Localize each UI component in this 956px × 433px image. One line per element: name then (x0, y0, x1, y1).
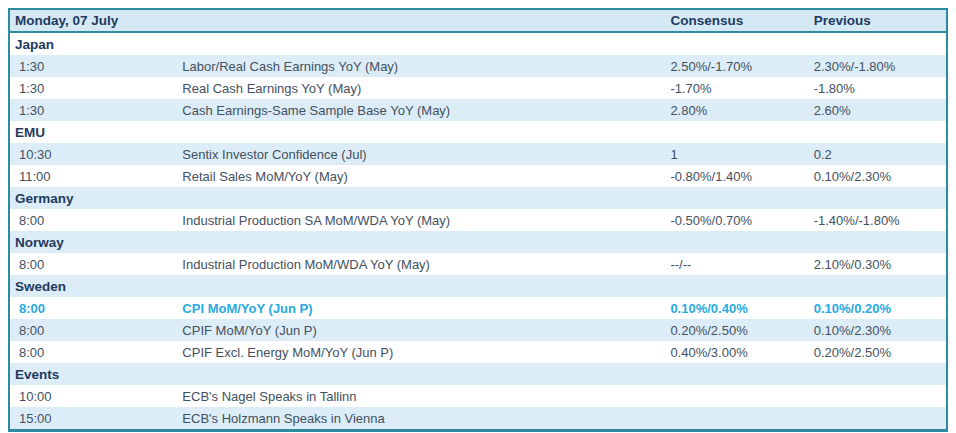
event-cell: Sentix Investor Confidence (Jul) (182, 143, 670, 165)
time-cell: 11:00 (9, 165, 182, 187)
previous-cell: -1.40%/-1.80% (814, 209, 947, 231)
event-cell: Retail Sales MoM/YoY (May) (182, 165, 670, 187)
consensus-cell (670, 385, 813, 407)
event-cell: ECB's Holzmann Speaks in Vienna (182, 407, 670, 431)
consensus-cell: -0.50%/0.70% (670, 209, 813, 231)
date-header: Monday, 07 July (9, 9, 670, 32)
economic-calendar: Monday, 07 July Consensus Previous Japan… (8, 8, 948, 432)
calendar-row: 1:30 Cash Earnings-Same Sample Base YoY … (9, 99, 947, 121)
time-cell: 1:30 (9, 77, 182, 99)
event-cell: Industrial Production SA MoM/WDA YoY (Ma… (182, 209, 670, 231)
consensus-cell: 2.80% (670, 99, 813, 121)
calendar-row: 10:00 ECB's Nagel Speaks in Tallinn (9, 385, 947, 407)
section-label: Japan (9, 32, 947, 55)
consensus-column-header: Consensus (670, 9, 813, 32)
previous-column-header: Previous (814, 9, 947, 32)
consensus-cell: -1.70% (670, 77, 813, 99)
previous-cell: 0.2 (814, 143, 947, 165)
time-cell: 8:00 (9, 341, 182, 363)
time-cell: 1:30 (9, 55, 182, 77)
calendar-row: 1:30 Labor/Real Cash Earnings YoY (May) … (9, 55, 947, 77)
previous-cell: 2.30%/-1.80% (814, 55, 947, 77)
section-row-events: Events (9, 363, 947, 385)
previous-cell: -1.80% (814, 77, 947, 99)
event-cell: Cash Earnings-Same Sample Base YoY (May) (182, 99, 670, 121)
time-cell: 1:30 (9, 99, 182, 121)
calendar-row: 8:00 CPIF Excl. Energy MoM/YoY (Jun P) 0… (9, 341, 947, 363)
consensus-cell (670, 407, 813, 431)
section-label: Norway (9, 231, 947, 253)
section-label: Germany (9, 187, 947, 209)
previous-cell (814, 407, 947, 431)
time-cell: 10:00 (9, 385, 182, 407)
event-cell: CPIF MoM/YoY (Jun P) (182, 319, 670, 341)
calendar-row: 8:00 CPIF MoM/YoY (Jun P) 0.20%/2.50% 0.… (9, 319, 947, 341)
event-cell: Real Cash Earnings YoY (May) (182, 77, 670, 99)
time-cell: 8:00 (9, 253, 182, 275)
previous-cell: 0.20%/2.50% (814, 341, 947, 363)
time-cell: 8:00 (9, 297, 182, 319)
time-cell: 8:00 (9, 209, 182, 231)
event-cell: ECB's Nagel Speaks in Tallinn (182, 385, 670, 407)
consensus-cell: 0.40%/3.00% (670, 341, 813, 363)
calendar-row: 15:00 ECB's Holzmann Speaks in Vienna (9, 407, 947, 431)
section-label: Sweden (9, 275, 947, 297)
consensus-cell: 2.50%/-1.70% (670, 55, 813, 77)
time-cell: 15:00 (9, 407, 182, 431)
time-cell: 10:30 (9, 143, 182, 165)
section-row-sweden: Sweden (9, 275, 947, 297)
economic-calendar-table: Monday, 07 July Consensus Previous Japan… (8, 8, 948, 432)
section-row-japan: Japan (9, 32, 947, 55)
time-cell: 8:00 (9, 319, 182, 341)
calendar-row: 10:30 Sentix Investor Confidence (Jul) 1… (9, 143, 947, 165)
event-cell: Labor/Real Cash Earnings YoY (May) (182, 55, 670, 77)
section-label: Events (9, 363, 947, 385)
calendar-row-highlighted: 8:00 CPI MoM/YoY (Jun P) 0.10%/0.40% 0.1… (9, 297, 947, 319)
calendar-row: 1:30 Real Cash Earnings YoY (May) -1.70%… (9, 77, 947, 99)
section-row-norway: Norway (9, 231, 947, 253)
previous-cell: 2.10%/0.30% (814, 253, 947, 275)
previous-cell: 2.60% (814, 99, 947, 121)
calendar-row: 8:00 Industrial Production MoM/WDA YoY (… (9, 253, 947, 275)
section-label: EMU (9, 121, 947, 143)
section-row-germany: Germany (9, 187, 947, 209)
calendar-row: 8:00 Industrial Production SA MoM/WDA Yo… (9, 209, 947, 231)
event-cell: Industrial Production MoM/WDA YoY (May) (182, 253, 670, 275)
calendar-header-row: Monday, 07 July Consensus Previous (9, 9, 947, 32)
consensus-cell: --/-- (670, 253, 813, 275)
consensus-cell: -0.80%/1.40% (670, 165, 813, 187)
previous-cell (814, 385, 947, 407)
event-cell: CPIF Excl. Energy MoM/YoY (Jun P) (182, 341, 670, 363)
previous-cell: 0.10%/0.20% (814, 297, 947, 319)
event-cell: CPI MoM/YoY (Jun P) (182, 297, 670, 319)
consensus-cell: 1 (670, 143, 813, 165)
section-row-emu: EMU (9, 121, 947, 143)
calendar-row: 11:00 Retail Sales MoM/YoY (May) -0.80%/… (9, 165, 947, 187)
consensus-cell: 0.20%/2.50% (670, 319, 813, 341)
previous-cell: 0.10%/2.30% (814, 319, 947, 341)
consensus-cell: 0.10%/0.40% (670, 297, 813, 319)
previous-cell: 0.10%/2.30% (814, 165, 947, 187)
